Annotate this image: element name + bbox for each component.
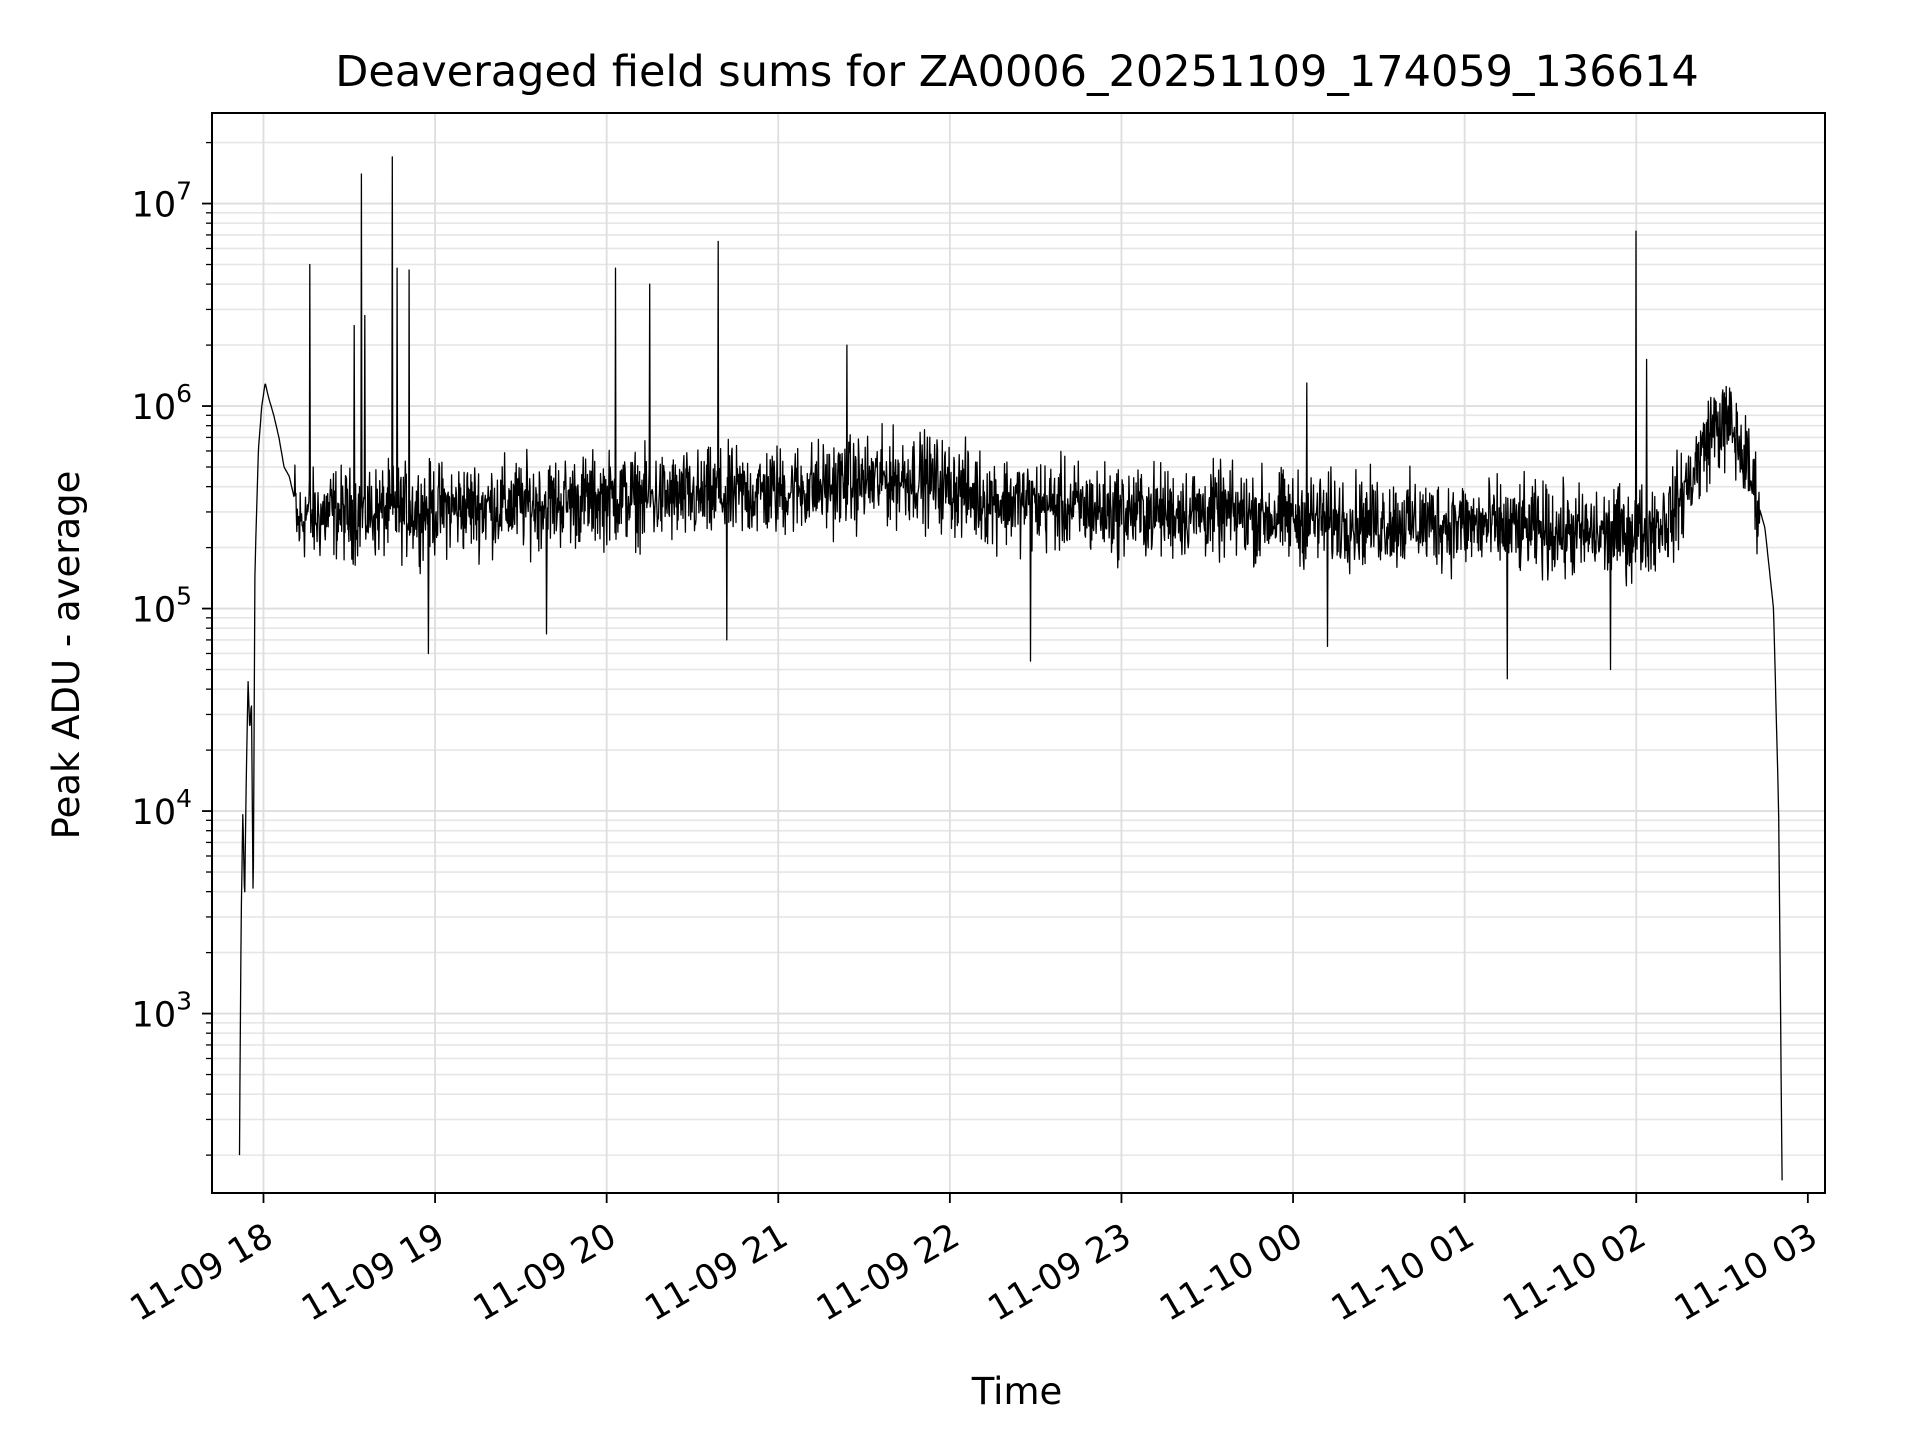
y-tick-label: 103 xyxy=(132,987,192,1036)
x-tick-label: 11-09 23 xyxy=(982,1216,1138,1329)
y-tick-label: 106 xyxy=(132,379,192,428)
y-tick-label: 104 xyxy=(132,784,192,833)
x-tick-label: 11-10 02 xyxy=(1496,1216,1652,1329)
x-tick-label: 11-10 00 xyxy=(1153,1216,1309,1329)
x-tick-label: 11-10 01 xyxy=(1325,1216,1481,1329)
x-tick-label: 11-09 22 xyxy=(810,1216,966,1329)
major-gridlines xyxy=(212,113,1825,1193)
minor-gridlines xyxy=(212,141,1825,1156)
series-layer xyxy=(238,156,1783,1181)
x-tick-label: 11-09 18 xyxy=(124,1216,280,1329)
x-axis: 11-09 18 11-09 19 11-09 20 11-09 21 11-09 22… xyxy=(124,1193,1824,1329)
y-tick-label: 105 xyxy=(132,582,192,631)
x-tick-label: 11-09 21 xyxy=(638,1216,794,1329)
series-line xyxy=(238,156,1783,1181)
x-axis-label: Time xyxy=(971,1370,1063,1413)
x-tick-label: 11-09 19 xyxy=(295,1216,451,1329)
chart-title: Deaveraged field sums for ZA0006_2025110… xyxy=(335,47,1698,97)
x-tick-label: 11-09 20 xyxy=(467,1216,623,1329)
y-tick-label: 107 xyxy=(132,177,192,226)
x-tick-label: 11-10 03 xyxy=(1668,1216,1824,1329)
y-axis: 103 104 105 106 107 xyxy=(132,141,212,1156)
y-axis-label: Peak ADU - average xyxy=(45,471,88,840)
